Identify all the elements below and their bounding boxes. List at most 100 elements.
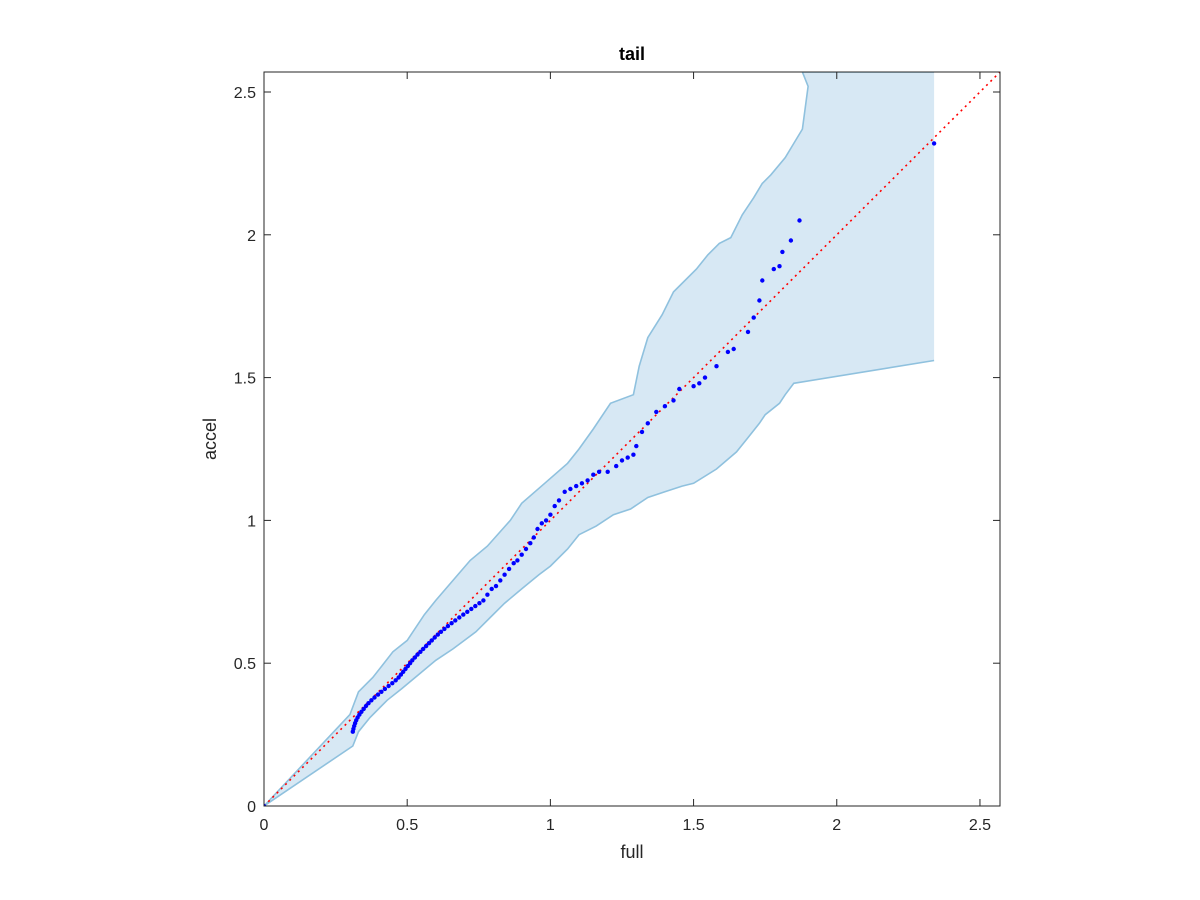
data-point-10 <box>363 703 369 709</box>
x-tick-label-3: 1.5 <box>682 817 704 834</box>
data-point-87 <box>702 375 708 380</box>
confidence-band-lower-edge <box>264 359 935 806</box>
data-point-53 <box>506 566 512 572</box>
data-point-39 <box>449 621 454 626</box>
data-point-62 <box>543 518 549 523</box>
data-point-58 <box>528 541 533 546</box>
data-point-16 <box>382 686 388 692</box>
data-point-83 <box>671 398 676 403</box>
data-point-46 <box>477 601 482 606</box>
data-point-59 <box>531 535 536 540</box>
data-point-97 <box>788 238 794 243</box>
data-point-94 <box>760 278 765 283</box>
data-point-69 <box>579 481 585 486</box>
data-point-82 <box>662 404 668 409</box>
data-point-85 <box>691 384 696 389</box>
data-point-66 <box>562 489 567 494</box>
y-axis-ticks: 0 0.5 1 1.5 2 2.5 <box>234 85 1000 816</box>
data-point-37 <box>442 626 447 632</box>
data-point-75 <box>619 458 625 463</box>
data-point-81 <box>654 409 659 415</box>
x-axis-label: full <box>620 842 643 862</box>
data-point-26 <box>410 658 415 663</box>
data-point-57 <box>523 546 529 552</box>
data-point-98 <box>797 218 802 223</box>
data-point-73 <box>605 469 610 474</box>
data-point-64 <box>552 503 557 509</box>
data-point-99 <box>771 266 776 272</box>
y-tick-label-3: 1.5 <box>234 371 256 388</box>
data-point-27 <box>412 655 418 660</box>
data-point-18 <box>390 681 395 686</box>
data-point-55 <box>515 558 520 563</box>
confidence-band-area <box>264 72 935 806</box>
y-axis-label: accel <box>200 418 220 460</box>
x-tick-label-1: 0.5 <box>396 817 418 834</box>
data-point-38 <box>445 623 451 629</box>
data-point-48 <box>485 592 490 597</box>
data-points <box>264 141 937 806</box>
data-point-36 <box>438 629 444 634</box>
y-tick-label-2: 1 <box>247 513 256 530</box>
x-tick-label-0: 0 <box>260 817 269 834</box>
data-point-28 <box>415 652 420 657</box>
data-point-68 <box>574 483 579 489</box>
data-point-78 <box>634 443 639 449</box>
data-point-42 <box>461 612 466 617</box>
chart-title: tail <box>619 44 645 64</box>
confidence-band-upper-edge <box>264 72 935 806</box>
y-tick-label-0: 0 <box>247 799 256 816</box>
data-point-35 <box>435 632 440 637</box>
data-point-74 <box>614 463 619 469</box>
data-point-86 <box>697 381 702 386</box>
data-point-54 <box>511 561 516 566</box>
data-point-76 <box>625 455 630 460</box>
data-point-15 <box>379 689 384 694</box>
data-point-44 <box>469 606 474 612</box>
data-point-77 <box>631 452 636 457</box>
y-tick-label-1: 0.5 <box>234 656 256 673</box>
data-point-33 <box>429 638 434 643</box>
data-point-12 <box>369 698 374 703</box>
x-tick-label-4: 2 <box>832 817 841 834</box>
data-point-88 <box>714 364 719 369</box>
data-point-63 <box>548 512 553 517</box>
data-point-65 <box>556 498 562 503</box>
x-tick-label-5: 2.5 <box>969 817 991 834</box>
data-point-92 <box>751 315 756 320</box>
data-point-45 <box>473 603 478 609</box>
axes-box <box>263 71 1001 807</box>
data-point-56 <box>519 552 524 557</box>
data-point-40 <box>453 618 458 623</box>
data-point-72 <box>596 469 602 474</box>
data-point-13 <box>372 695 377 700</box>
data-point-50 <box>493 583 499 589</box>
data-point-14 <box>375 692 381 697</box>
data-point-80 <box>645 421 650 426</box>
data-point-41 <box>457 615 462 620</box>
data-point-0 <box>264 803 267 806</box>
data-point-49 <box>489 586 494 592</box>
data-point-11 <box>366 701 371 706</box>
data-point-32 <box>426 641 432 646</box>
data-point-89 <box>725 349 731 355</box>
data-point-100 <box>931 141 937 146</box>
data-point-43 <box>465 609 470 614</box>
data-point-84 <box>677 386 682 392</box>
data-point-51 <box>498 578 503 583</box>
data-point-70 <box>585 478 590 483</box>
data-point-96 <box>780 249 785 255</box>
data-point-79 <box>639 429 645 435</box>
y-tick-label-4: 2 <box>247 228 256 245</box>
data-point-52 <box>502 572 507 577</box>
data-point-67 <box>568 486 573 492</box>
x-axis-ticks: 0 0.5 1 1.5 2 2.5 <box>260 72 991 834</box>
data-point-30 <box>421 646 426 652</box>
data-point-34 <box>432 635 437 640</box>
data-point-60 <box>535 526 540 532</box>
data-point-91 <box>745 329 751 335</box>
data-point-31 <box>423 643 429 649</box>
confidence-band <box>264 72 935 806</box>
data-point-29 <box>418 649 423 654</box>
